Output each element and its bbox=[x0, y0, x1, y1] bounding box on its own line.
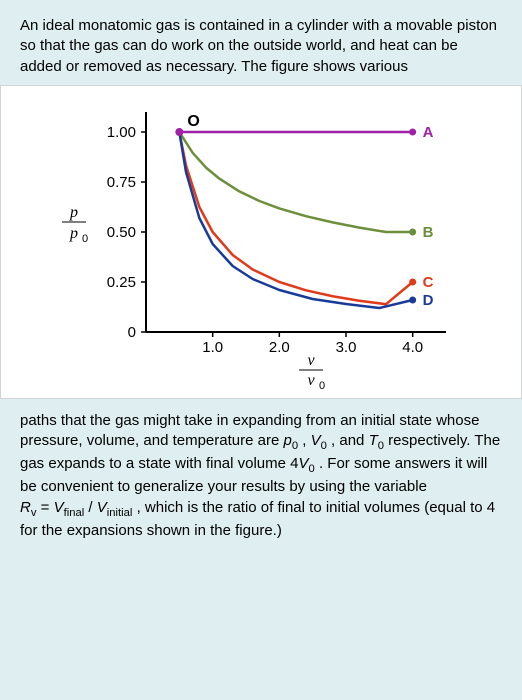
svg-text:1.00: 1.00 bbox=[107, 124, 136, 141]
svg-text:0.75: 0.75 bbox=[107, 174, 136, 191]
svg-text:4.0: 4.0 bbox=[402, 339, 423, 356]
intro-text: An ideal monatomic gas is contained in a… bbox=[20, 17, 497, 75]
p0-sym: p bbox=[283, 432, 291, 449]
vinitial-sym: V bbox=[97, 499, 107, 516]
svg-text:p: p bbox=[69, 225, 78, 242]
v0-sym: V bbox=[311, 432, 321, 449]
lower-paragraph: paths that the gas might take in expandi… bbox=[20, 411, 502, 541]
four: 4 bbox=[290, 455, 298, 472]
svg-text:1.0: 1.0 bbox=[202, 339, 223, 356]
rv-sym: R bbox=[20, 499, 31, 516]
svg-text:v: v bbox=[307, 372, 315, 389]
svg-text:C: C bbox=[423, 274, 434, 291]
comma1: , bbox=[298, 432, 311, 449]
svg-text:p: p bbox=[69, 204, 78, 221]
vfinal-sym: V bbox=[54, 499, 64, 516]
fourv0-sym: V bbox=[299, 455, 309, 472]
svg-text:0.25: 0.25 bbox=[107, 274, 136, 291]
intro-paragraph: An ideal monatomic gas is contained in a… bbox=[20, 16, 502, 77]
comma2: , and bbox=[327, 432, 369, 449]
vfinal-sub: final bbox=[64, 507, 85, 519]
svg-text:0: 0 bbox=[82, 233, 88, 245]
svg-text:0: 0 bbox=[319, 380, 325, 392]
svg-text:D: D bbox=[423, 292, 434, 309]
svg-text:0.50: 0.50 bbox=[107, 224, 136, 241]
svg-text:v: v bbox=[307, 352, 315, 369]
svg-text:0: 0 bbox=[128, 324, 136, 341]
svg-text:2.0: 2.0 bbox=[269, 339, 290, 356]
svg-text:B: B bbox=[423, 224, 434, 241]
t0-sym: T bbox=[369, 432, 378, 449]
svg-text:O: O bbox=[187, 113, 199, 130]
slash: / bbox=[84, 499, 97, 516]
chart-container: 00.250.500.751.001.02.03.04.0pp0vv0ABCDO bbox=[0, 85, 522, 399]
svg-text:A: A bbox=[423, 124, 434, 141]
vinitial-sub: initial bbox=[107, 507, 133, 519]
rv-eq: = bbox=[36, 499, 53, 516]
pv-chart: 00.250.500.751.001.02.03.04.0pp0vv0ABCDO bbox=[36, 92, 486, 392]
svg-text:3.0: 3.0 bbox=[336, 339, 357, 356]
